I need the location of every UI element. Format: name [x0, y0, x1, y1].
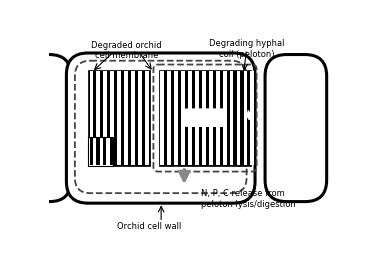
- Bar: [181, 71, 185, 165]
- Bar: [160, 71, 164, 165]
- Bar: [195, 71, 199, 165]
- Bar: [90, 138, 93, 165]
- Bar: [223, 71, 227, 165]
- Bar: [230, 71, 234, 165]
- Bar: [167, 71, 171, 165]
- Bar: [138, 71, 142, 165]
- Bar: [237, 71, 241, 165]
- Bar: [88, 137, 113, 166]
- Bar: [110, 71, 114, 165]
- Bar: [174, 71, 178, 165]
- Bar: [117, 71, 121, 165]
- Bar: [145, 71, 149, 165]
- FancyBboxPatch shape: [265, 54, 327, 202]
- Bar: [103, 71, 107, 165]
- Text: Degraded orchid
cell membrane: Degraded orchid cell membrane: [91, 41, 162, 60]
- Bar: [97, 138, 99, 165]
- Text: Orchid cell wall: Orchid cell wall: [118, 222, 182, 231]
- Bar: [202, 71, 206, 165]
- Bar: [244, 71, 248, 165]
- FancyBboxPatch shape: [17, 54, 71, 202]
- Text: N, P, C release from
peloton lysis/digestion: N, P, C release from peloton lysis/diges…: [201, 189, 296, 209]
- Bar: [216, 71, 220, 165]
- Bar: [97, 71, 100, 165]
- FancyBboxPatch shape: [66, 53, 255, 203]
- Bar: [90, 71, 94, 165]
- Bar: [159, 70, 251, 166]
- Bar: [131, 71, 135, 165]
- FancyBboxPatch shape: [184, 109, 226, 126]
- Bar: [124, 71, 128, 165]
- Bar: [110, 138, 113, 165]
- Text: Degrading hyphal
coil (peloton): Degrading hyphal coil (peloton): [209, 39, 284, 58]
- Bar: [250, 71, 254, 165]
- Bar: [209, 71, 213, 165]
- Bar: [88, 70, 149, 166]
- Bar: [103, 138, 106, 165]
- Bar: [188, 71, 192, 165]
